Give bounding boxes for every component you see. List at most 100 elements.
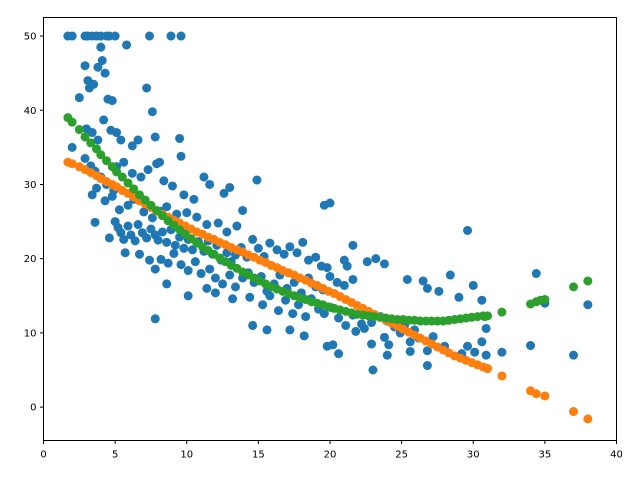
data-point: [176, 151, 186, 161]
data-point: [147, 213, 157, 223]
data-point: [348, 240, 358, 250]
data-point: [67, 159, 77, 169]
data-point: [252, 175, 262, 185]
data-point: [156, 254, 166, 264]
data-point: [74, 93, 84, 103]
data-point: [123, 178, 133, 188]
data-point: [134, 190, 144, 200]
data-point: [248, 320, 258, 330]
data-point: [454, 292, 464, 302]
data-point: [228, 294, 238, 304]
data-point: [67, 117, 77, 127]
series-3: [63, 113, 593, 326]
data-point: [155, 157, 165, 167]
data-point: [292, 248, 302, 258]
data-point: [245, 292, 255, 302]
data-point: [205, 179, 215, 189]
x-tick-label: 15: [252, 450, 265, 461]
x-tick-label: 30: [467, 450, 480, 461]
data-point: [183, 266, 193, 276]
data-point: [133, 135, 143, 145]
data-point: [167, 181, 177, 191]
data-point: [213, 218, 223, 228]
x-tick-label: 20: [324, 450, 337, 461]
x-tick-label: 0: [40, 450, 46, 461]
data-point: [536, 295, 546, 305]
data-point: [145, 31, 154, 41]
data-point: [341, 320, 351, 330]
data-point: [288, 309, 298, 319]
data-point: [540, 391, 550, 401]
data-point: [319, 309, 329, 319]
data-point: [100, 196, 110, 206]
data-point: [445, 270, 455, 280]
data-point: [196, 269, 206, 279]
data-point: [285, 325, 295, 335]
data-point: [225, 270, 235, 280]
data-point: [122, 40, 132, 50]
data-point: [133, 220, 143, 230]
data-point: [497, 307, 507, 317]
data-point: [80, 61, 90, 71]
data-point: [170, 240, 180, 250]
data-point: [304, 255, 314, 265]
data-point: [422, 361, 432, 371]
data-point: [116, 135, 126, 145]
data-point: [96, 150, 106, 160]
data-point: [93, 135, 103, 145]
data-point: [531, 389, 541, 399]
data-point: [569, 350, 579, 360]
data-point: [150, 132, 160, 142]
data-point: [202, 220, 212, 230]
data-point: [159, 176, 169, 186]
data-point: [299, 331, 309, 341]
data-point: [189, 194, 199, 204]
data-point: [531, 269, 541, 279]
y-axis: 0 10 20 30 40 50: [24, 32, 44, 414]
data-point: [434, 286, 444, 296]
data-point: [87, 128, 97, 138]
data-point: [104, 233, 114, 243]
data-point: [379, 332, 389, 342]
data-point: [210, 273, 220, 283]
data-point: [127, 168, 137, 178]
data-point: [183, 291, 193, 301]
x-tick-label: 5: [112, 450, 118, 461]
data-point: [114, 205, 124, 215]
data-point: [67, 142, 77, 152]
data-point: [176, 31, 186, 41]
data-point: [422, 283, 432, 293]
data-point: [120, 248, 130, 258]
data-point: [92, 183, 101, 193]
data-point: [334, 349, 344, 359]
data-point: [339, 280, 349, 290]
x-axis: 0 5 10 15 20 25 30 35 40: [40, 440, 623, 461]
data-point: [483, 311, 493, 321]
data-point: [325, 271, 335, 281]
y-tick-label: 50: [24, 32, 37, 43]
data-point: [80, 132, 90, 142]
data-point: [481, 350, 491, 360]
data-point: [428, 332, 438, 342]
data-point: [129, 184, 139, 194]
data-point: [166, 31, 176, 41]
data-point: [362, 257, 372, 267]
data-point: [107, 96, 117, 106]
data-point: [368, 365, 378, 375]
data-point: [351, 326, 361, 336]
data-point: [382, 350, 392, 360]
data-point: [157, 211, 167, 221]
y-tick-label: 20: [24, 254, 37, 265]
data-point: [153, 235, 163, 245]
data-point: [210, 288, 220, 298]
data-point: [272, 245, 282, 255]
data-point: [202, 283, 212, 293]
data-point: [526, 341, 536, 351]
data-point: [199, 172, 209, 182]
data-point: [162, 279, 172, 289]
x-tick-label: 25: [395, 450, 408, 461]
data-point: [225, 182, 235, 192]
data-point: [379, 259, 389, 269]
data-point: [322, 263, 332, 273]
